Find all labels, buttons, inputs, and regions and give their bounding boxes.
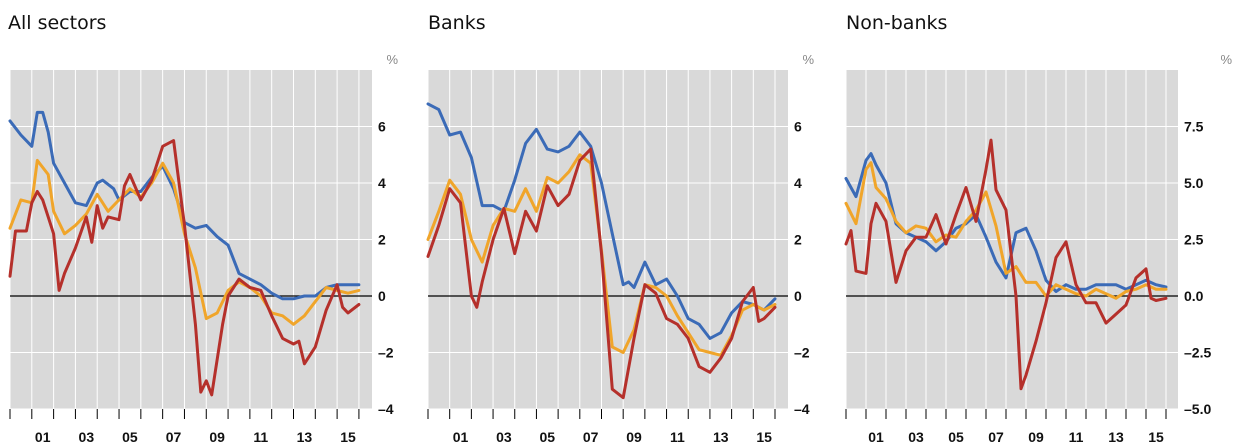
x-tick-label: 01 [453, 429, 469, 444]
series-line-orange [844, 161, 1168, 300]
x-tick-label: 07 [583, 429, 599, 444]
x-tick-label: 01 [868, 429, 884, 444]
y-unit-label: % [386, 52, 398, 67]
y-tick-label: 7.5 [1184, 119, 1204, 135]
y-tick-label: 0.0 [1184, 288, 1204, 304]
y-tick-label: –2.5 [1184, 345, 1211, 361]
y-unit-label: % [1220, 52, 1232, 67]
x-tick-label: 05 [948, 429, 964, 444]
x-tick-label: 15 [756, 429, 772, 444]
series-line-red [426, 147, 777, 400]
y-tick-label: 0 [378, 288, 386, 304]
x-tick-label: 09 [1028, 429, 1044, 444]
x-tick-label: 07 [166, 429, 182, 444]
series-line-red [8, 139, 361, 397]
x-tick-label: 09 [626, 429, 642, 444]
x-tick-label: 13 [1108, 429, 1124, 444]
x-tick-label: 03 [496, 429, 512, 444]
x-tick-label: 13 [713, 429, 729, 444]
y-tick-label: 2 [378, 232, 386, 248]
x-tick-label: 01 [35, 429, 51, 444]
y-tick-label: 4 [794, 175, 802, 191]
x-tick-label: 05 [539, 429, 555, 444]
x-tick-label: 09 [209, 429, 225, 444]
x-tick-label: 13 [297, 429, 313, 444]
series-line-orange [8, 158, 361, 326]
y-tick-label: 6 [378, 119, 386, 135]
panel-title-non-banks: Non-banks [846, 12, 948, 34]
x-tick-label: 15 [1148, 429, 1164, 444]
series-line-blue [426, 102, 777, 340]
y-tick-label: 4 [378, 175, 386, 191]
y-tick-label: –2 [794, 345, 810, 361]
y-tick-label: 2.5 [1184, 232, 1204, 248]
y-tick-label: 5.0 [1184, 175, 1204, 191]
y-tick-label: 2 [794, 232, 802, 248]
x-tick-label: 03 [79, 429, 95, 444]
y-tick-label: –2 [378, 345, 394, 361]
x-tick-label: 03 [908, 429, 924, 444]
x-tick-label: 11 [1069, 429, 1084, 444]
series-line-blue [8, 110, 361, 301]
panel-title-banks: Banks [428, 12, 486, 34]
y-tick-label: –4 [378, 401, 394, 417]
y-tick-label: –5.0 [1184, 401, 1211, 417]
x-tick-label: 15 [340, 429, 356, 444]
x-tick-label: 11 [253, 429, 268, 444]
y-tick-label: –4 [794, 401, 810, 417]
x-tick-label: 11 [670, 429, 685, 444]
chart-panel-non-banks: –5.0 –2.5 0.0 2.5 5.0 7.5 01 03 05 07 09 11 13 15% [844, 52, 1232, 444]
series-line-blue [844, 152, 1168, 293]
y-unit-label: % [802, 52, 814, 67]
y-tick-label: 0 [794, 288, 802, 304]
chart-panel-all-sectors: –4 –2 0 2 4 6 01 03 05 07 09 11 13 15% [8, 52, 398, 444]
panel-title-all-sectors: All sectors [8, 12, 107, 34]
series-line-red [844, 138, 1168, 391]
chart-panel-banks: –4 –2 0 2 4 6 01 03 05 07 09 11 13 15% [426, 52, 814, 444]
x-tick-label: 05 [122, 429, 138, 444]
y-tick-label: 6 [794, 119, 802, 135]
x-tick-label: 07 [988, 429, 1004, 444]
